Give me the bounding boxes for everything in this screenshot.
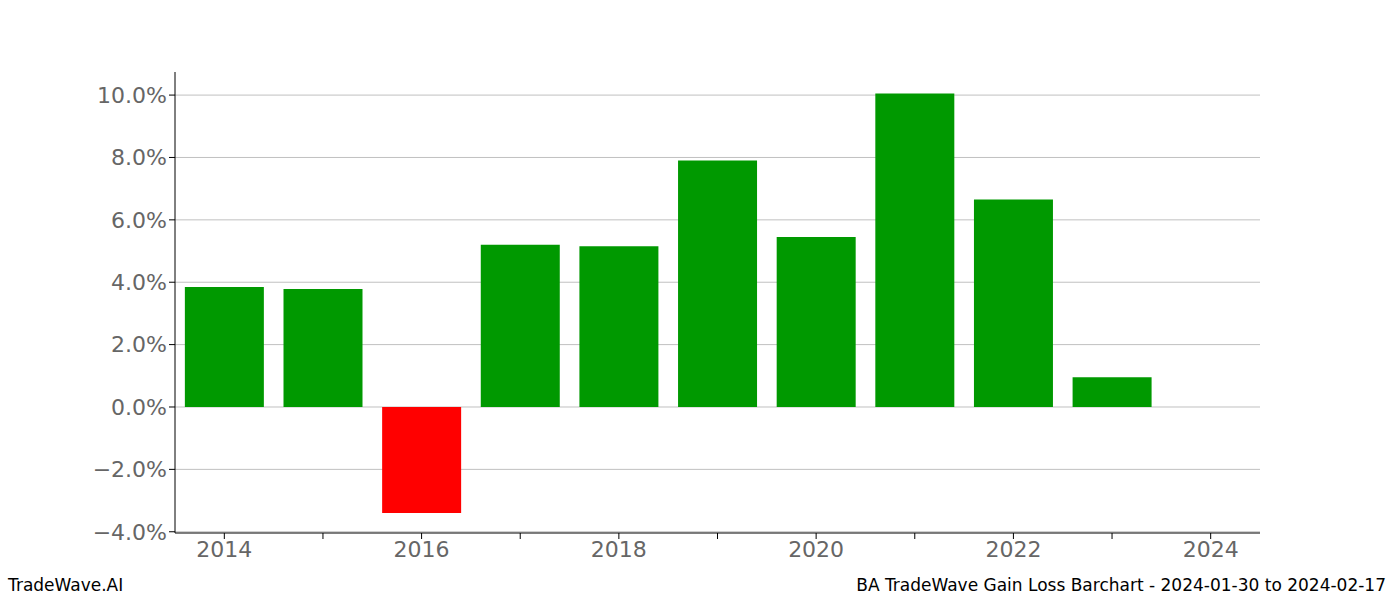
svg-text:2020: 2020: [788, 537, 844, 562]
svg-text:−4.0%: −4.0%: [93, 520, 167, 545]
svg-text:0.0%: 0.0%: [111, 395, 167, 420]
svg-text:2.0%: 2.0%: [111, 332, 167, 357]
svg-text:4.0%: 4.0%: [111, 270, 167, 295]
html-text:BA TradeWave Gain Loss Barchar: BA TradeWave Gain Loss Barchart - 2024-0…: [856, 575, 1386, 595]
svg-text:6.0%: 6.0%: [111, 208, 167, 233]
html-text:TradeWave.AI: TradeWave.AI: [8, 575, 124, 595]
svg-text:−2.0%: −2.0%: [93, 457, 167, 482]
svg-text:2022: 2022: [985, 537, 1041, 562]
svg-text:2018: 2018: [591, 537, 647, 562]
svg-text:2024: 2024: [1183, 537, 1239, 562]
svg-text:2014: 2014: [196, 537, 252, 562]
svg-text:10.0%: 10.0%: [97, 83, 167, 108]
svg-text:8.0%: 8.0%: [111, 145, 167, 170]
svg-text:2016: 2016: [394, 537, 450, 562]
